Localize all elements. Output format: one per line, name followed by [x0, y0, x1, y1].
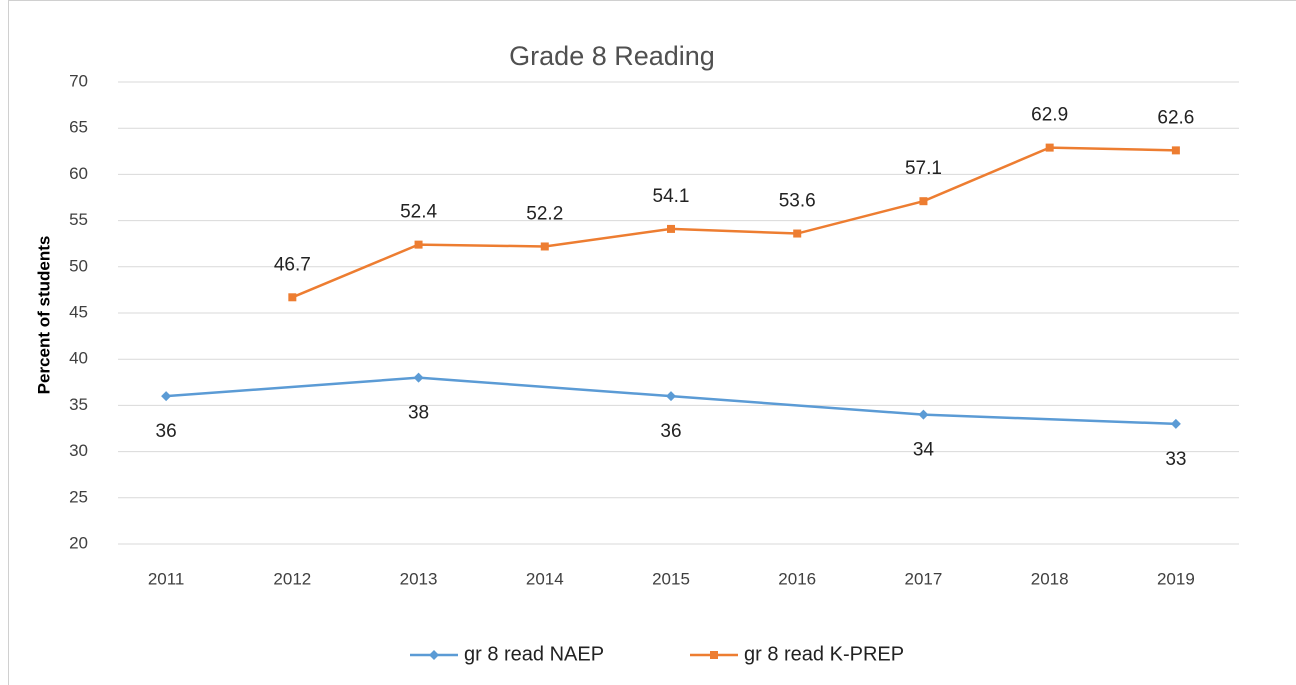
y-tick-label: 60: [69, 164, 88, 183]
data-point: [161, 391, 172, 402]
data-point: [540, 242, 549, 251]
x-tick-label: 2012: [273, 569, 311, 588]
y-axis-label: Percent of students: [34, 236, 53, 395]
data-point: [413, 372, 424, 383]
x-tick-label: 2013: [400, 569, 438, 588]
data-label: 52.4: [400, 202, 437, 223]
data-label: 62.6: [1157, 107, 1194, 128]
data-label: 34: [913, 440, 935, 461]
legend-label: gr 8 read K-PREP: [744, 643, 904, 665]
series-line: [291, 146, 1176, 299]
chart-border: [8, 0, 1296, 685]
y-tick-label: 25: [69, 487, 88, 506]
data-point: [414, 240, 423, 249]
x-tick-label: 2015: [652, 569, 690, 588]
data-label: 36: [156, 421, 177, 442]
data-point: [1045, 143, 1054, 152]
data-label: 53.6: [779, 191, 816, 212]
data-label: 57.1: [905, 158, 942, 179]
data-point: [666, 391, 676, 402]
y-tick-label: 30: [69, 441, 88, 460]
data-point: [918, 409, 929, 420]
data-label: 38: [408, 403, 429, 424]
data-label: 33: [1165, 449, 1186, 470]
chart-title: Grade 8 Reading: [509, 41, 715, 71]
legend-marker: [710, 651, 718, 659]
y-tick-label: 35: [69, 395, 88, 414]
x-tick-label: 2017: [905, 569, 943, 588]
legend-marker: [429, 650, 439, 660]
y-tick-label: 20: [69, 533, 88, 552]
data-label: 36: [660, 421, 681, 442]
y-tick-label: 65: [69, 118, 88, 137]
x-tick-label: 2016: [778, 569, 816, 588]
data-point: [793, 229, 802, 238]
y-tick-label: 45: [69, 302, 88, 321]
legend-label: gr 8 read NAEP: [464, 643, 604, 665]
x-tick-label: 2014: [526, 569, 564, 588]
data-point: [667, 224, 675, 233]
y-tick-label: 50: [69, 256, 88, 275]
data-point: [919, 197, 928, 206]
y-tick-label: 55: [69, 210, 88, 229]
data-label: 54.1: [653, 186, 690, 207]
x-tick-label: 2019: [1157, 569, 1195, 588]
data-point: [288, 293, 297, 302]
data-point: [1170, 418, 1181, 429]
data-label: 52.2: [526, 203, 563, 224]
data-point: [1171, 146, 1180, 155]
y-tick-label: 40: [69, 349, 88, 368]
x-tick-label: 2018: [1031, 569, 1069, 588]
data-label: 62.9: [1031, 105, 1068, 126]
y-tick-label: 70: [69, 71, 88, 90]
data-label: 46.7: [274, 254, 311, 275]
x-tick-label: 2011: [148, 569, 185, 588]
